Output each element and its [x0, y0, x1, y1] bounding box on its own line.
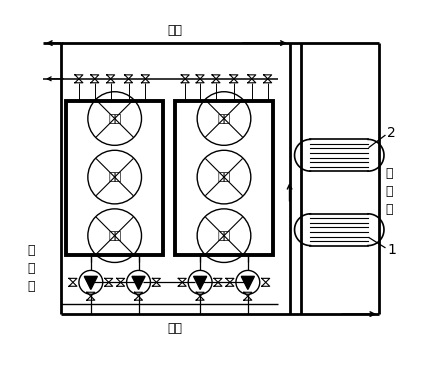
- Text: 出水: 出水: [168, 24, 183, 37]
- Text: 风机: 风机: [108, 231, 121, 241]
- Bar: [175, 101, 273, 255]
- Text: 天
然
气: 天 然 气: [385, 168, 392, 216]
- Polygon shape: [132, 276, 145, 290]
- Text: 喷
淤
泵: 喷 淤 泵: [28, 244, 35, 293]
- Text: 风机: 风机: [108, 114, 121, 124]
- Polygon shape: [194, 276, 207, 290]
- Polygon shape: [84, 276, 97, 290]
- Text: 2: 2: [387, 127, 396, 140]
- Text: 风机: 风机: [108, 172, 121, 182]
- Text: 1: 1: [387, 243, 396, 257]
- Text: 风机: 风机: [218, 114, 230, 124]
- Polygon shape: [241, 276, 254, 290]
- Text: 风机: 风机: [218, 231, 230, 241]
- Bar: [66, 101, 163, 255]
- Text: 进水: 进水: [168, 322, 183, 335]
- Text: 风机: 风机: [218, 172, 230, 182]
